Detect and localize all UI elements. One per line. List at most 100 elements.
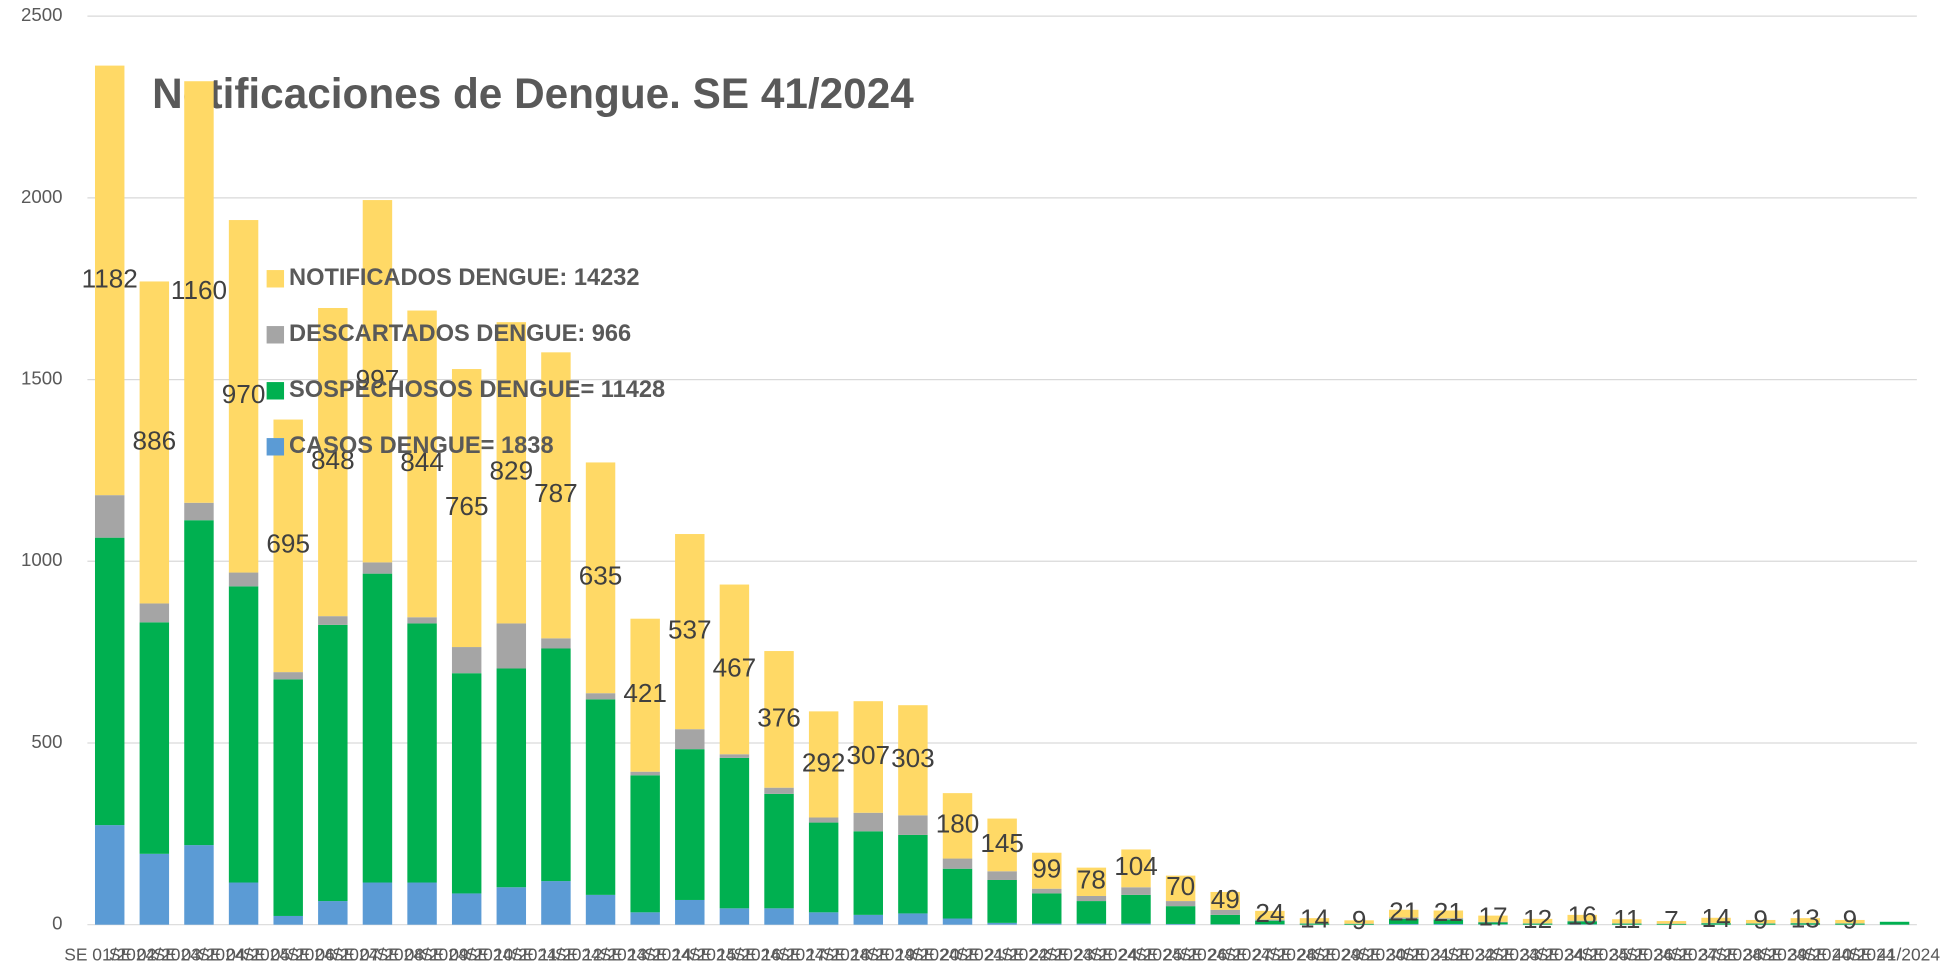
data-label: 14 <box>1702 903 1731 933</box>
data-label: 421 <box>623 678 667 708</box>
bar-segment <box>720 908 749 924</box>
bar-segment <box>1880 922 1909 925</box>
x-tick-label: SE 41/2024 <box>1849 944 1940 964</box>
bar-segment <box>764 788 793 794</box>
bar-segment <box>95 495 124 538</box>
data-label: 14 <box>1300 904 1329 934</box>
data-label: 11 <box>1613 904 1640 934</box>
bar-segment <box>541 638 570 648</box>
data-label: 787 <box>534 478 578 508</box>
bar-segment <box>630 775 659 912</box>
bar-segment <box>497 887 526 924</box>
data-label: 16 <box>1568 901 1597 931</box>
bar-segment <box>1166 906 1195 924</box>
bar-segment <box>809 817 838 822</box>
bar-segment <box>809 912 838 924</box>
bar-segment <box>1121 924 1150 925</box>
legend-label: NOTIFICADOS DENGUE: 14232 <box>289 265 640 291</box>
bar-segment <box>1211 915 1240 924</box>
bar-segment <box>273 672 302 679</box>
data-label: 303 <box>891 743 935 773</box>
bar-segment <box>854 831 883 915</box>
bar-segment <box>497 623 526 668</box>
bar-segment <box>630 912 659 924</box>
data-label: 9 <box>1753 905 1768 935</box>
y-tick-label: 2000 <box>21 186 63 207</box>
data-label: 1160 <box>171 275 227 305</box>
bar-segment <box>1032 924 1061 925</box>
bar-segment <box>318 616 347 625</box>
chart-title: Notificaciones de Dengue. SE 41/2024 <box>152 70 914 117</box>
bar-segment <box>943 859 972 869</box>
data-label: 292 <box>802 747 846 777</box>
data-label: 17 <box>1478 902 1507 932</box>
bar-segment <box>675 749 704 900</box>
bar-segment <box>943 869 972 919</box>
y-tick-label: 2500 <box>21 4 63 25</box>
bar-segment <box>675 900 704 925</box>
data-label: 467 <box>713 652 757 682</box>
bar-segment <box>943 919 972 925</box>
bar-segment <box>1077 896 1106 901</box>
bar-segment <box>1077 924 1106 925</box>
bar-segment <box>854 915 883 925</box>
bar-segment <box>273 916 302 925</box>
data-label: 70 <box>1166 871 1195 901</box>
data-label: 765 <box>445 491 489 521</box>
bar-segment <box>229 573 258 587</box>
data-label: 9 <box>1843 905 1858 935</box>
data-label: 78 <box>1077 865 1106 895</box>
data-label: 1182 <box>82 263 138 293</box>
legend-swatch <box>267 270 284 287</box>
bar-segment <box>140 854 169 925</box>
bar-segment <box>809 823 838 913</box>
data-label: 99 <box>1032 854 1061 884</box>
data-label: 695 <box>266 529 310 559</box>
bar-segment <box>452 673 481 893</box>
bar-segment <box>898 913 927 924</box>
bar-segment <box>541 648 570 881</box>
y-tick-label: 500 <box>31 731 62 752</box>
data-label: 24 <box>1255 898 1284 928</box>
bar-segment <box>363 562 392 573</box>
legend-label: CASOS DENGUE= 1838 <box>289 433 554 459</box>
legend-swatch <box>267 438 284 455</box>
bar-segment <box>1121 895 1150 924</box>
bar-segment <box>407 617 436 623</box>
data-label: 829 <box>490 456 534 486</box>
data-label: 635 <box>579 561 623 591</box>
bar-segment <box>720 758 749 908</box>
legend-swatch <box>267 326 284 343</box>
bar-segment <box>140 603 169 622</box>
bar-segment <box>586 895 615 925</box>
bar-segment <box>407 623 436 882</box>
bar-segment <box>541 881 570 925</box>
data-label: 886 <box>133 425 177 455</box>
data-label: 7 <box>1664 905 1679 935</box>
legend-label: DESCARTADOS DENGUE: 966 <box>289 321 631 347</box>
y-tick-label: 0 <box>52 913 62 934</box>
bar-segment <box>898 815 927 835</box>
bar-segment <box>987 880 1016 923</box>
bar-segment <box>184 845 213 925</box>
bar-segment <box>363 574 392 883</box>
bar-segment <box>140 622 169 853</box>
data-label: 21 <box>1389 897 1418 927</box>
bar-segment <box>452 893 481 924</box>
bar-segment <box>987 923 1016 925</box>
bar-segment <box>273 679 302 916</box>
bar-segment <box>95 825 124 925</box>
bar-segment <box>586 699 615 895</box>
bar-segment <box>586 693 615 699</box>
bar-segment <box>229 586 258 882</box>
bar-segment <box>318 901 347 925</box>
data-label: 9 <box>1352 905 1367 935</box>
bar-segment <box>854 813 883 832</box>
data-label: 180 <box>936 809 980 839</box>
y-tick-label: 1500 <box>21 368 63 389</box>
bar-segment <box>1032 889 1061 894</box>
bar-segment <box>184 503 213 520</box>
bar-segment <box>987 871 1016 880</box>
data-label: 13 <box>1791 903 1820 933</box>
bar-segment <box>630 772 659 776</box>
